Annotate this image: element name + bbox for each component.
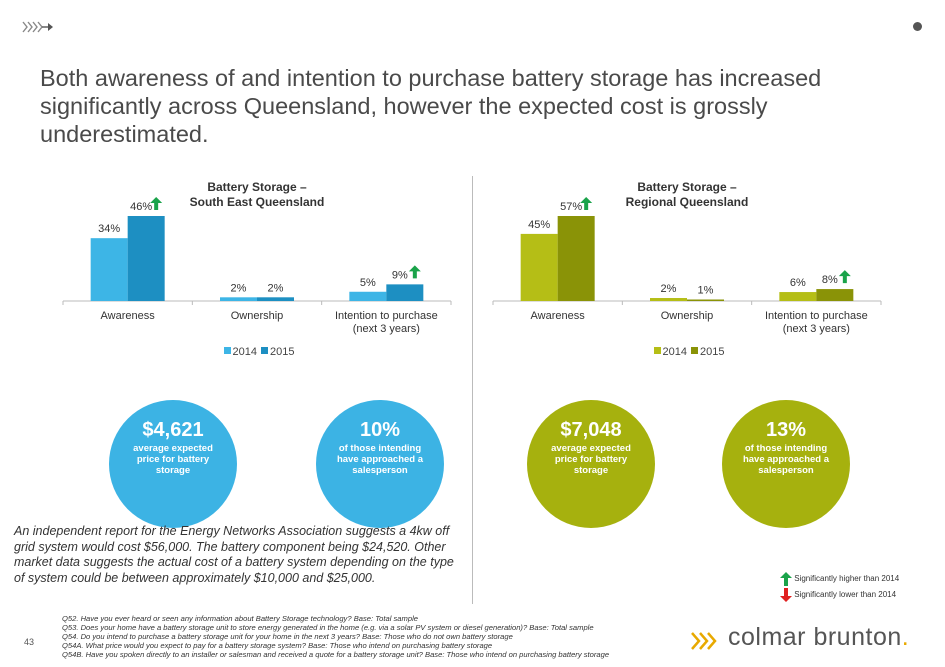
callout-seq-price: $4,621 average expected price for batter… [109,400,237,528]
page-number: 43 [24,637,35,647]
chart-title-line1: Battery Storage – [207,180,307,194]
legend-label-2014: 2014 [232,346,257,358]
bar-2014-0 [520,233,558,301]
bar-2015-1 [257,297,294,301]
data-label: 5% [360,277,376,289]
bar-2014-2 [349,291,387,301]
category-label: Awareness [101,310,156,322]
vertical-divider [472,176,473,604]
data-label: 9% [392,269,408,281]
bar-chart-svg: 45% 57% Awareness 2% 1% Ownership 6% 8% Intentio… [492,197,882,335]
footnote: Q54A. What price would you expect to pay… [62,641,493,650]
legend-label-2015: 2015 [700,346,725,358]
data-label: 2% [231,282,247,294]
callout-value: 13% [765,419,807,441]
legend-swatch-2015 [261,347,268,354]
brand-name: colmar brunton. [728,623,909,652]
data-label: 1% [698,285,714,297]
footnote: Q54B. Have you spoken directly to an ins… [62,650,610,659]
callout-text: of those intending have approached a sal… [336,443,424,476]
category-label: Ownership [661,310,714,322]
footnotes: Q52. Have you ever heard or seen any inf… [62,614,762,659]
arrow-down-icon [780,588,792,602]
callout-text: average expected price for battery stora… [133,443,213,476]
callout-regional-price: $7,048 average expected price for batter… [527,400,655,528]
data-label: 34% [98,223,120,235]
arrow-up-icon [408,265,421,279]
callout-value: $7,048 [560,419,622,441]
category-label: Awareness [531,310,586,322]
data-label: 8% [822,274,838,286]
callout-text: average expected price for battery stora… [551,443,631,476]
legend-swatch-2014 [223,347,231,354]
data-label: 2% [268,282,284,294]
chart-regional: Battery Storage – Regional Queensland 45… [487,178,887,368]
brand-name-text: colmar brunton [728,623,902,651]
arrow-up-icon [150,197,163,210]
bar-2015-2 [386,284,424,301]
chart-title-line1: Battery Storage – [637,180,737,194]
legend-label-2014: 2014 [662,346,687,358]
chart-legend: 2014 2015 [57,346,457,358]
bar-2015-1 [687,299,724,301]
page-title: Both awareness of and intention to purch… [40,65,822,147]
corner-dot-icon [913,22,922,31]
chevron-arrow-logo-icon [22,21,53,33]
category-label: Intention to purchase [765,310,868,322]
sig-lower-label: Significantly lower than 2014 [794,590,897,600]
data-label: 46% [130,201,152,213]
bar-2015-0 [127,216,165,301]
bar-chart-svg: 34% 46% Awareness 2% 2% Ownership 5% 9% Intentio… [62,197,452,335]
chart-title: Battery Storage – South East Queensland [57,180,457,210]
callout-seq-salesperson: 10% of those intending have approached a… [316,400,444,528]
data-label: 45% [528,219,550,231]
category-sublabel: (next 3 years) [353,323,420,335]
category-sublabel: (next 3 years) [783,323,850,335]
chart-seq: Battery Storage – South East Queensland … [57,178,457,368]
chart-title-line2: Regional Queensland [625,195,749,209]
arrow-up-icon [580,197,593,210]
sig-higher-label: Significantly higher than 2014 [794,574,900,584]
footnote: Q52. Have you ever heard or seen any inf… [62,614,418,623]
callout-value: $4,621 [142,419,204,441]
callout-text: of those intending have approached a sal… [742,443,830,476]
chart-title: Battery Storage – Regional Queensland [487,180,887,210]
brand-chevrons-icon [691,632,717,650]
data-label: 6% [790,277,806,289]
legend-swatch-2014 [653,347,661,354]
arrow-up-icon [838,270,851,284]
bar-2014-1 [650,298,687,301]
brand-dot: . [901,623,910,651]
category-label: Ownership [231,310,284,322]
callout-value: 10% [359,419,401,441]
callout-regional-salesperson: 13% of those intending have approached a… [722,400,850,528]
bar-2015-0 [557,216,595,301]
independent-report-note: An independent report for the Energy Net… [14,524,454,585]
bar-2014-0 [90,238,128,301]
sig-lower-legend: Significantly lower than 2014 [780,588,896,602]
footnote: Q53. Does your home have a battery stora… [62,623,594,632]
bar-2015-2 [816,289,854,301]
category-label: Intention to purchase [335,310,438,322]
chart-legend: 2014 2015 [487,346,887,358]
data-label: 57% [560,201,582,213]
arrow-up-icon [780,572,792,586]
data-label: 2% [661,283,677,295]
sig-higher-legend: Significantly higher than 2014 [780,572,899,586]
bar-2014-1 [220,297,257,301]
footnote: Q54. Do you intend to purchase a battery… [62,632,513,641]
legend-label-2015: 2015 [270,346,295,358]
bar-2014-2 [779,292,817,301]
chart-title-line2: South East Queensland [189,195,325,209]
legend-swatch-2015 [691,347,698,354]
